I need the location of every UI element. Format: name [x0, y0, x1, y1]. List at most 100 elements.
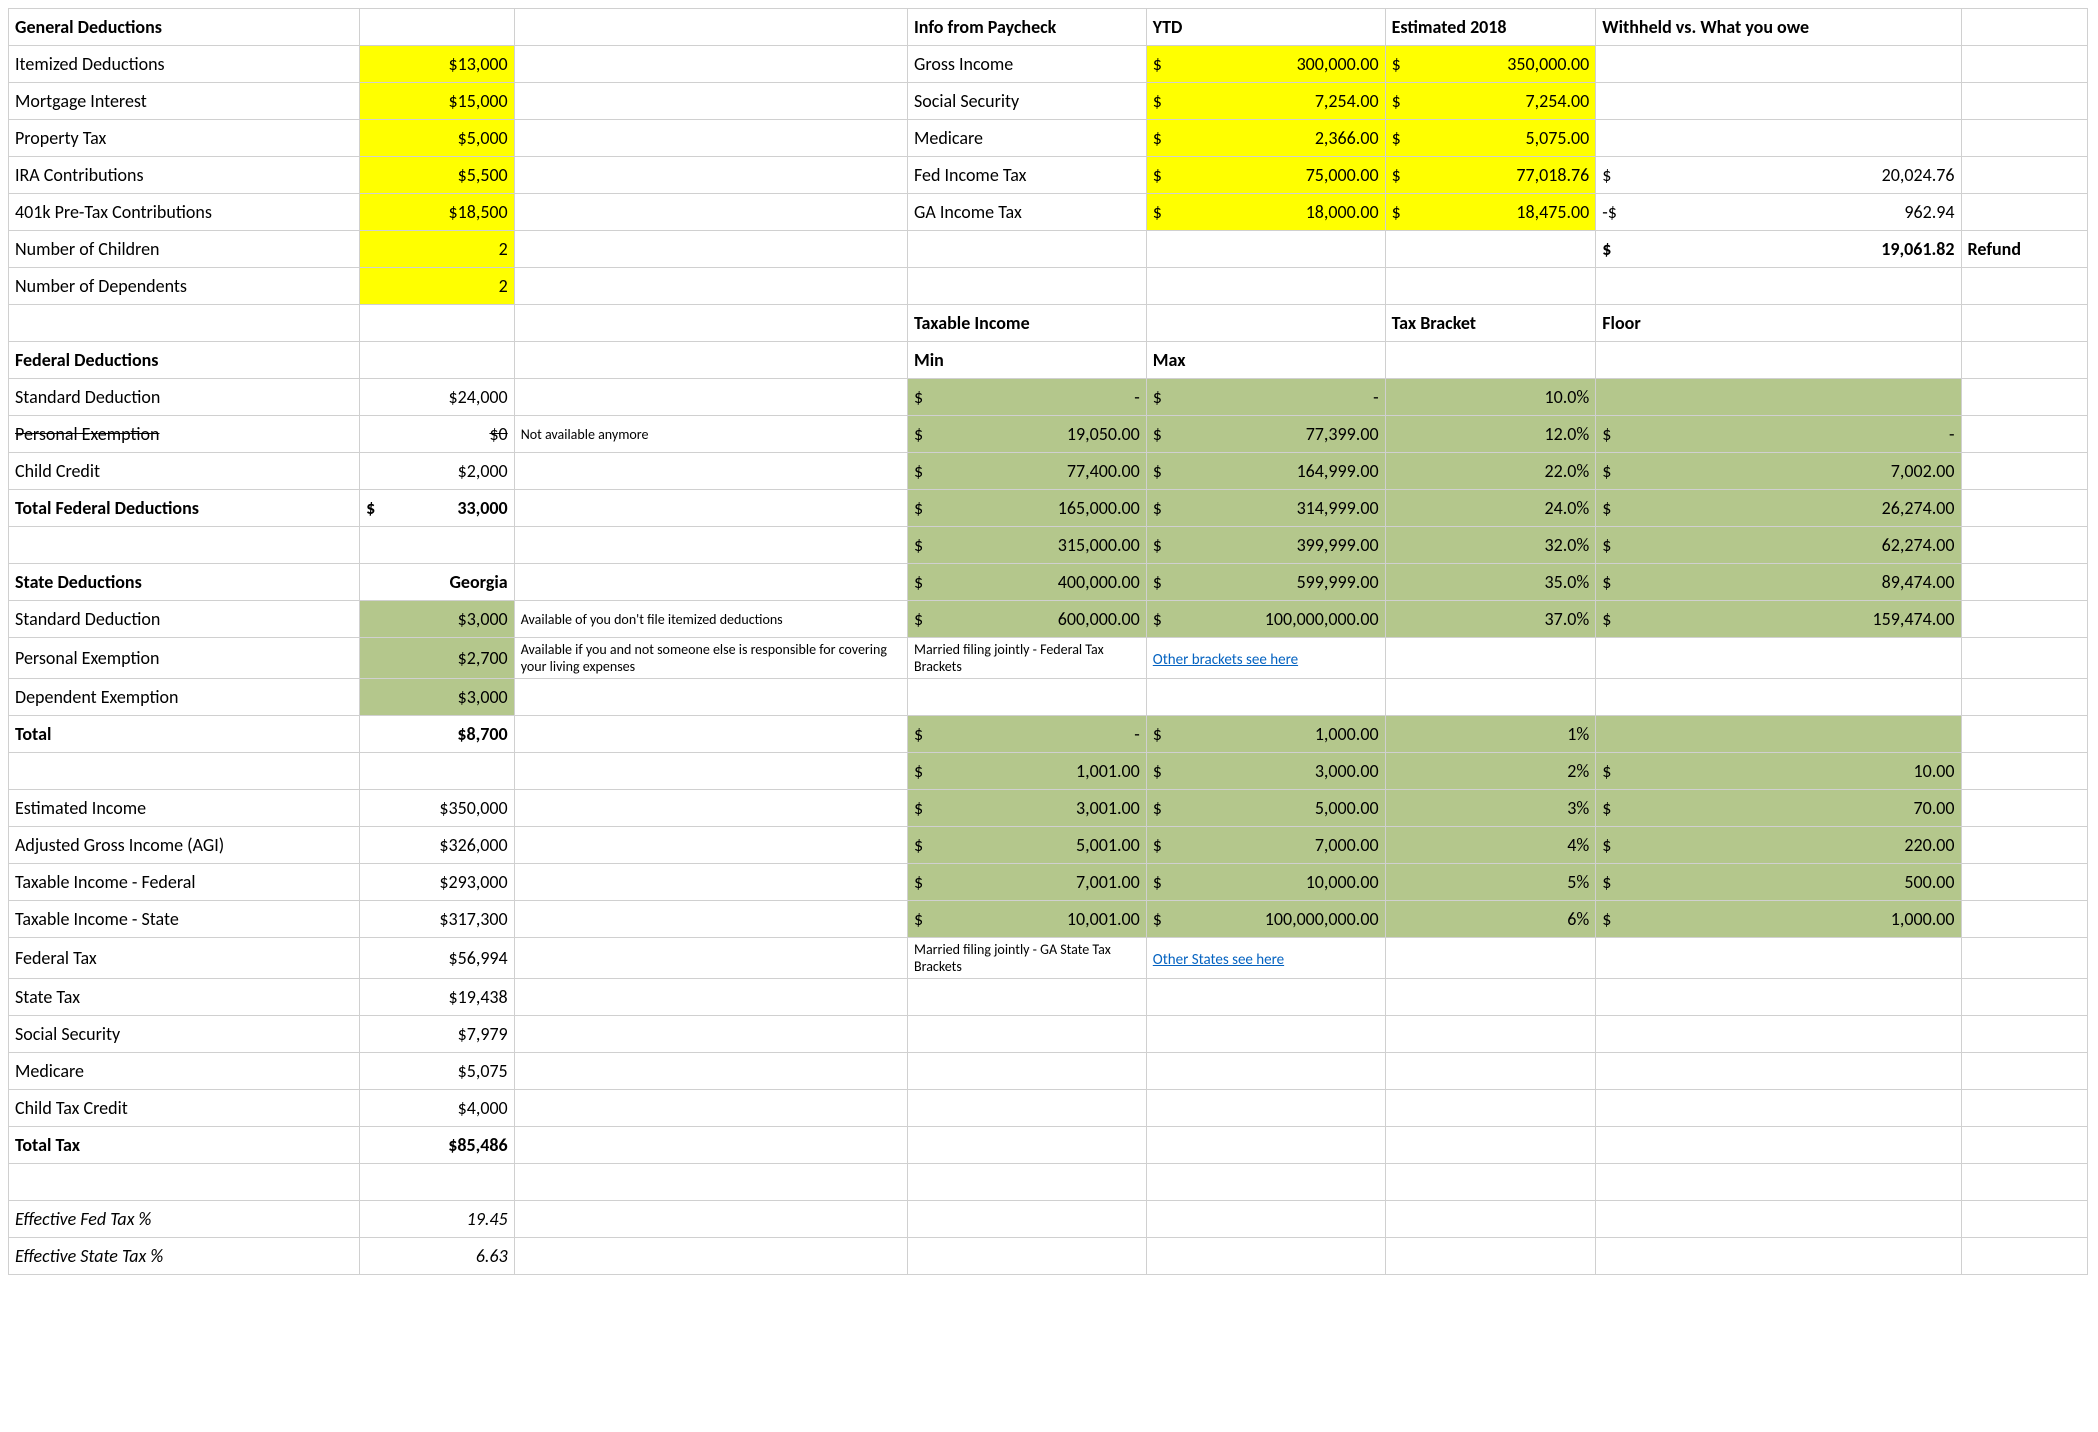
cell[interactable] — [1385, 1127, 1596, 1164]
cell[interactable] — [1146, 231, 1385, 268]
cell[interactable] — [1385, 979, 1596, 1016]
cell[interactable] — [360, 342, 515, 379]
cell[interactable] — [1146, 268, 1385, 305]
ytd-value[interactable]: $7,254.00 — [1146, 83, 1385, 120]
cell[interactable] — [1961, 790, 2087, 827]
cell[interactable] — [514, 490, 907, 527]
cell[interactable] — [1961, 379, 2087, 416]
cell[interactable] — [1961, 453, 2087, 490]
cell[interactable] — [1596, 1164, 1961, 1201]
cell[interactable] — [908, 1090, 1147, 1127]
cell[interactable] — [1596, 1238, 1961, 1275]
est-value[interactable]: $7,254.00 — [1385, 83, 1596, 120]
cell[interactable] — [1385, 1053, 1596, 1090]
value[interactable]: $15,000 — [360, 83, 515, 120]
cell[interactable] — [514, 1201, 907, 1238]
cell[interactable] — [1385, 638, 1596, 679]
cell[interactable] — [514, 1127, 907, 1164]
est-value[interactable]: $5,075.00 — [1385, 120, 1596, 157]
cell[interactable] — [1961, 1016, 2087, 1053]
value[interactable]: $5,000 — [360, 120, 515, 157]
cell[interactable] — [1385, 1090, 1596, 1127]
cell[interactable] — [1596, 1201, 1961, 1238]
fed-bracket-link[interactable]: Other brackets see here — [1153, 651, 1298, 669]
cell[interactable] — [1961, 753, 2087, 790]
cell[interactable] — [514, 120, 907, 157]
cell[interactable] — [1961, 268, 2087, 305]
cell[interactable] — [514, 1053, 907, 1090]
cell[interactable] — [1961, 305, 2087, 342]
cell[interactable] — [1961, 827, 2087, 864]
cell[interactable] — [514, 790, 907, 827]
cell[interactable] — [514, 527, 907, 564]
value[interactable]: $13,000 — [360, 46, 515, 83]
cell[interactable] — [514, 231, 907, 268]
cell[interactable] — [514, 864, 907, 901]
cell[interactable] — [514, 157, 907, 194]
cell[interactable] — [514, 1090, 907, 1127]
cell[interactable] — [908, 268, 1147, 305]
cell[interactable] — [1596, 1090, 1961, 1127]
cell[interactable] — [1961, 1164, 2087, 1201]
ytd-value[interactable]: $2,366.00 — [1146, 120, 1385, 157]
cell[interactable] — [1961, 564, 2087, 601]
cell[interactable] — [1961, 979, 2087, 1016]
cell[interactable] — [1961, 601, 2087, 638]
cell[interactable] — [1385, 231, 1596, 268]
cell[interactable] — [1961, 1090, 2087, 1127]
cell[interactable] — [1385, 342, 1596, 379]
cell[interactable] — [908, 231, 1147, 268]
cell[interactable] — [1961, 46, 2087, 83]
cell[interactable] — [1961, 194, 2087, 231]
cell[interactable] — [1146, 1238, 1385, 1275]
cell[interactable] — [514, 716, 907, 753]
cell[interactable] — [1596, 268, 1961, 305]
cell[interactable] — [1146, 1127, 1385, 1164]
cell[interactable] — [1961, 527, 2087, 564]
cell[interactable] — [514, 1238, 907, 1275]
cell[interactable] — [1961, 901, 2087, 938]
cell[interactable] — [1596, 1053, 1961, 1090]
cell[interactable] — [1146, 1090, 1385, 1127]
cell[interactable] — [908, 1127, 1147, 1164]
cell[interactable] — [908, 979, 1147, 1016]
cell[interactable] — [1596, 342, 1961, 379]
cell[interactable] — [1961, 9, 2087, 46]
cell[interactable] — [1385, 1238, 1596, 1275]
cell[interactable] — [360, 527, 515, 564]
ytd-value[interactable]: $18,000.00 — [1146, 194, 1385, 231]
cell[interactable] — [1961, 1127, 2087, 1164]
cell[interactable] — [9, 527, 360, 564]
cell[interactable] — [1961, 679, 2087, 716]
cell[interactable] — [1146, 1164, 1385, 1201]
est-value[interactable]: $77,018.76 — [1385, 157, 1596, 194]
cell[interactable] — [1596, 938, 1961, 979]
cell[interactable] — [9, 1164, 360, 1201]
cell[interactable] — [1596, 638, 1961, 679]
cell[interactable] — [1961, 1201, 2087, 1238]
cell[interactable] — [1385, 679, 1596, 716]
cell[interactable] — [908, 1238, 1147, 1275]
cell[interactable] — [360, 305, 515, 342]
cell[interactable] — [1146, 1053, 1385, 1090]
cell[interactable] — [1385, 1164, 1596, 1201]
cell[interactable] — [1385, 938, 1596, 979]
cell[interactable] — [1385, 1201, 1596, 1238]
cell[interactable] — [1961, 490, 2087, 527]
cell[interactable] — [514, 194, 907, 231]
value[interactable]: 2 — [360, 231, 515, 268]
est-value[interactable]: $350,000.00 — [1385, 46, 1596, 83]
cell[interactable] — [9, 753, 360, 790]
cell[interactable] — [1961, 83, 2087, 120]
cell[interactable] — [514, 979, 907, 1016]
cell[interactable] — [908, 1164, 1147, 1201]
cell[interactable] — [1146, 979, 1385, 1016]
cell[interactable] — [1961, 716, 2087, 753]
cell[interactable] — [514, 1016, 907, 1053]
cell[interactable] — [1961, 1238, 2087, 1275]
est-value[interactable]: $18,475.00 — [1385, 194, 1596, 231]
cell[interactable] — [1961, 157, 2087, 194]
cell[interactable] — [514, 83, 907, 120]
cell[interactable] — [1385, 268, 1596, 305]
cell[interactable] — [360, 1164, 515, 1201]
